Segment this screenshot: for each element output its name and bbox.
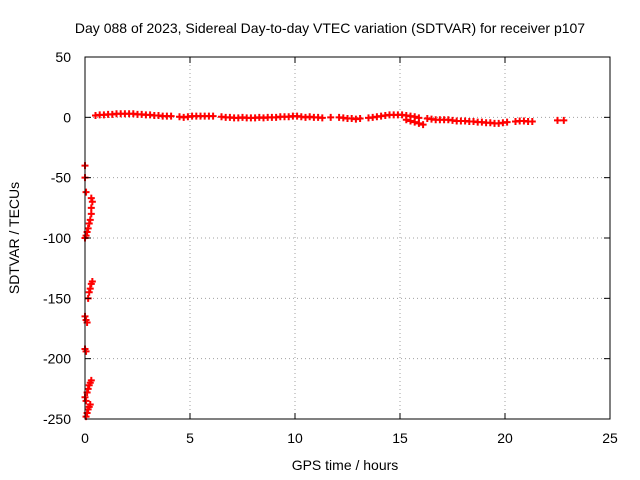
x-tick-label: 20 <box>497 430 513 446</box>
y-tick-label: -200 <box>43 351 71 367</box>
x-tick-label: 0 <box>81 430 89 446</box>
data-point <box>87 210 95 218</box>
chart-title: Day 088 of 2023, Sidereal Day-to-day VTE… <box>75 20 585 36</box>
x-tick-label: 25 <box>602 430 618 446</box>
x-tick-label: 15 <box>392 430 408 446</box>
data-point <box>209 112 217 120</box>
x-axis-label: GPS time / hours <box>292 457 399 473</box>
data-point <box>419 121 427 129</box>
data-point <box>560 116 568 124</box>
data-point <box>86 285 94 293</box>
y-tick-label: -250 <box>43 411 71 427</box>
data-point <box>402 116 410 124</box>
data-point <box>88 277 96 285</box>
data-point <box>528 118 536 126</box>
y-axis-label: SDTVAR / TECUs <box>6 182 22 294</box>
y-tick-label: -100 <box>43 230 71 246</box>
data-point <box>82 188 90 196</box>
data-point <box>327 113 335 121</box>
data-point <box>503 118 511 126</box>
data-point <box>87 204 95 212</box>
data-point <box>85 220 93 228</box>
data-points <box>81 110 568 421</box>
data-point <box>415 119 423 127</box>
gridlines <box>85 57 610 419</box>
data-point <box>82 397 90 405</box>
y-tick-label: -50 <box>51 170 71 186</box>
y-tick-label: -150 <box>43 290 71 306</box>
plot-frame <box>84 56 611 420</box>
data-point <box>84 385 92 393</box>
x-tick-label: 5 <box>186 430 194 446</box>
data-point <box>407 117 414 125</box>
data-point <box>411 118 419 126</box>
data-point <box>318 114 326 122</box>
data-point <box>87 194 95 202</box>
axis-ticks: 0 5 10 15 20 25 -250 -200 -150 -100 -50 0 50 <box>43 49 618 446</box>
data-point <box>88 198 96 206</box>
data-point <box>167 112 175 120</box>
data-point <box>87 376 95 384</box>
data-point <box>85 288 93 296</box>
y-tick-label: 50 <box>55 49 71 65</box>
data-point <box>554 116 561 124</box>
y-tick-label: 0 <box>63 109 71 125</box>
data-point <box>84 224 92 232</box>
x-tick-label: 10 <box>287 430 303 446</box>
data-point <box>86 216 94 224</box>
data-point <box>82 347 90 355</box>
data-point <box>86 401 94 409</box>
data-point <box>356 115 364 123</box>
